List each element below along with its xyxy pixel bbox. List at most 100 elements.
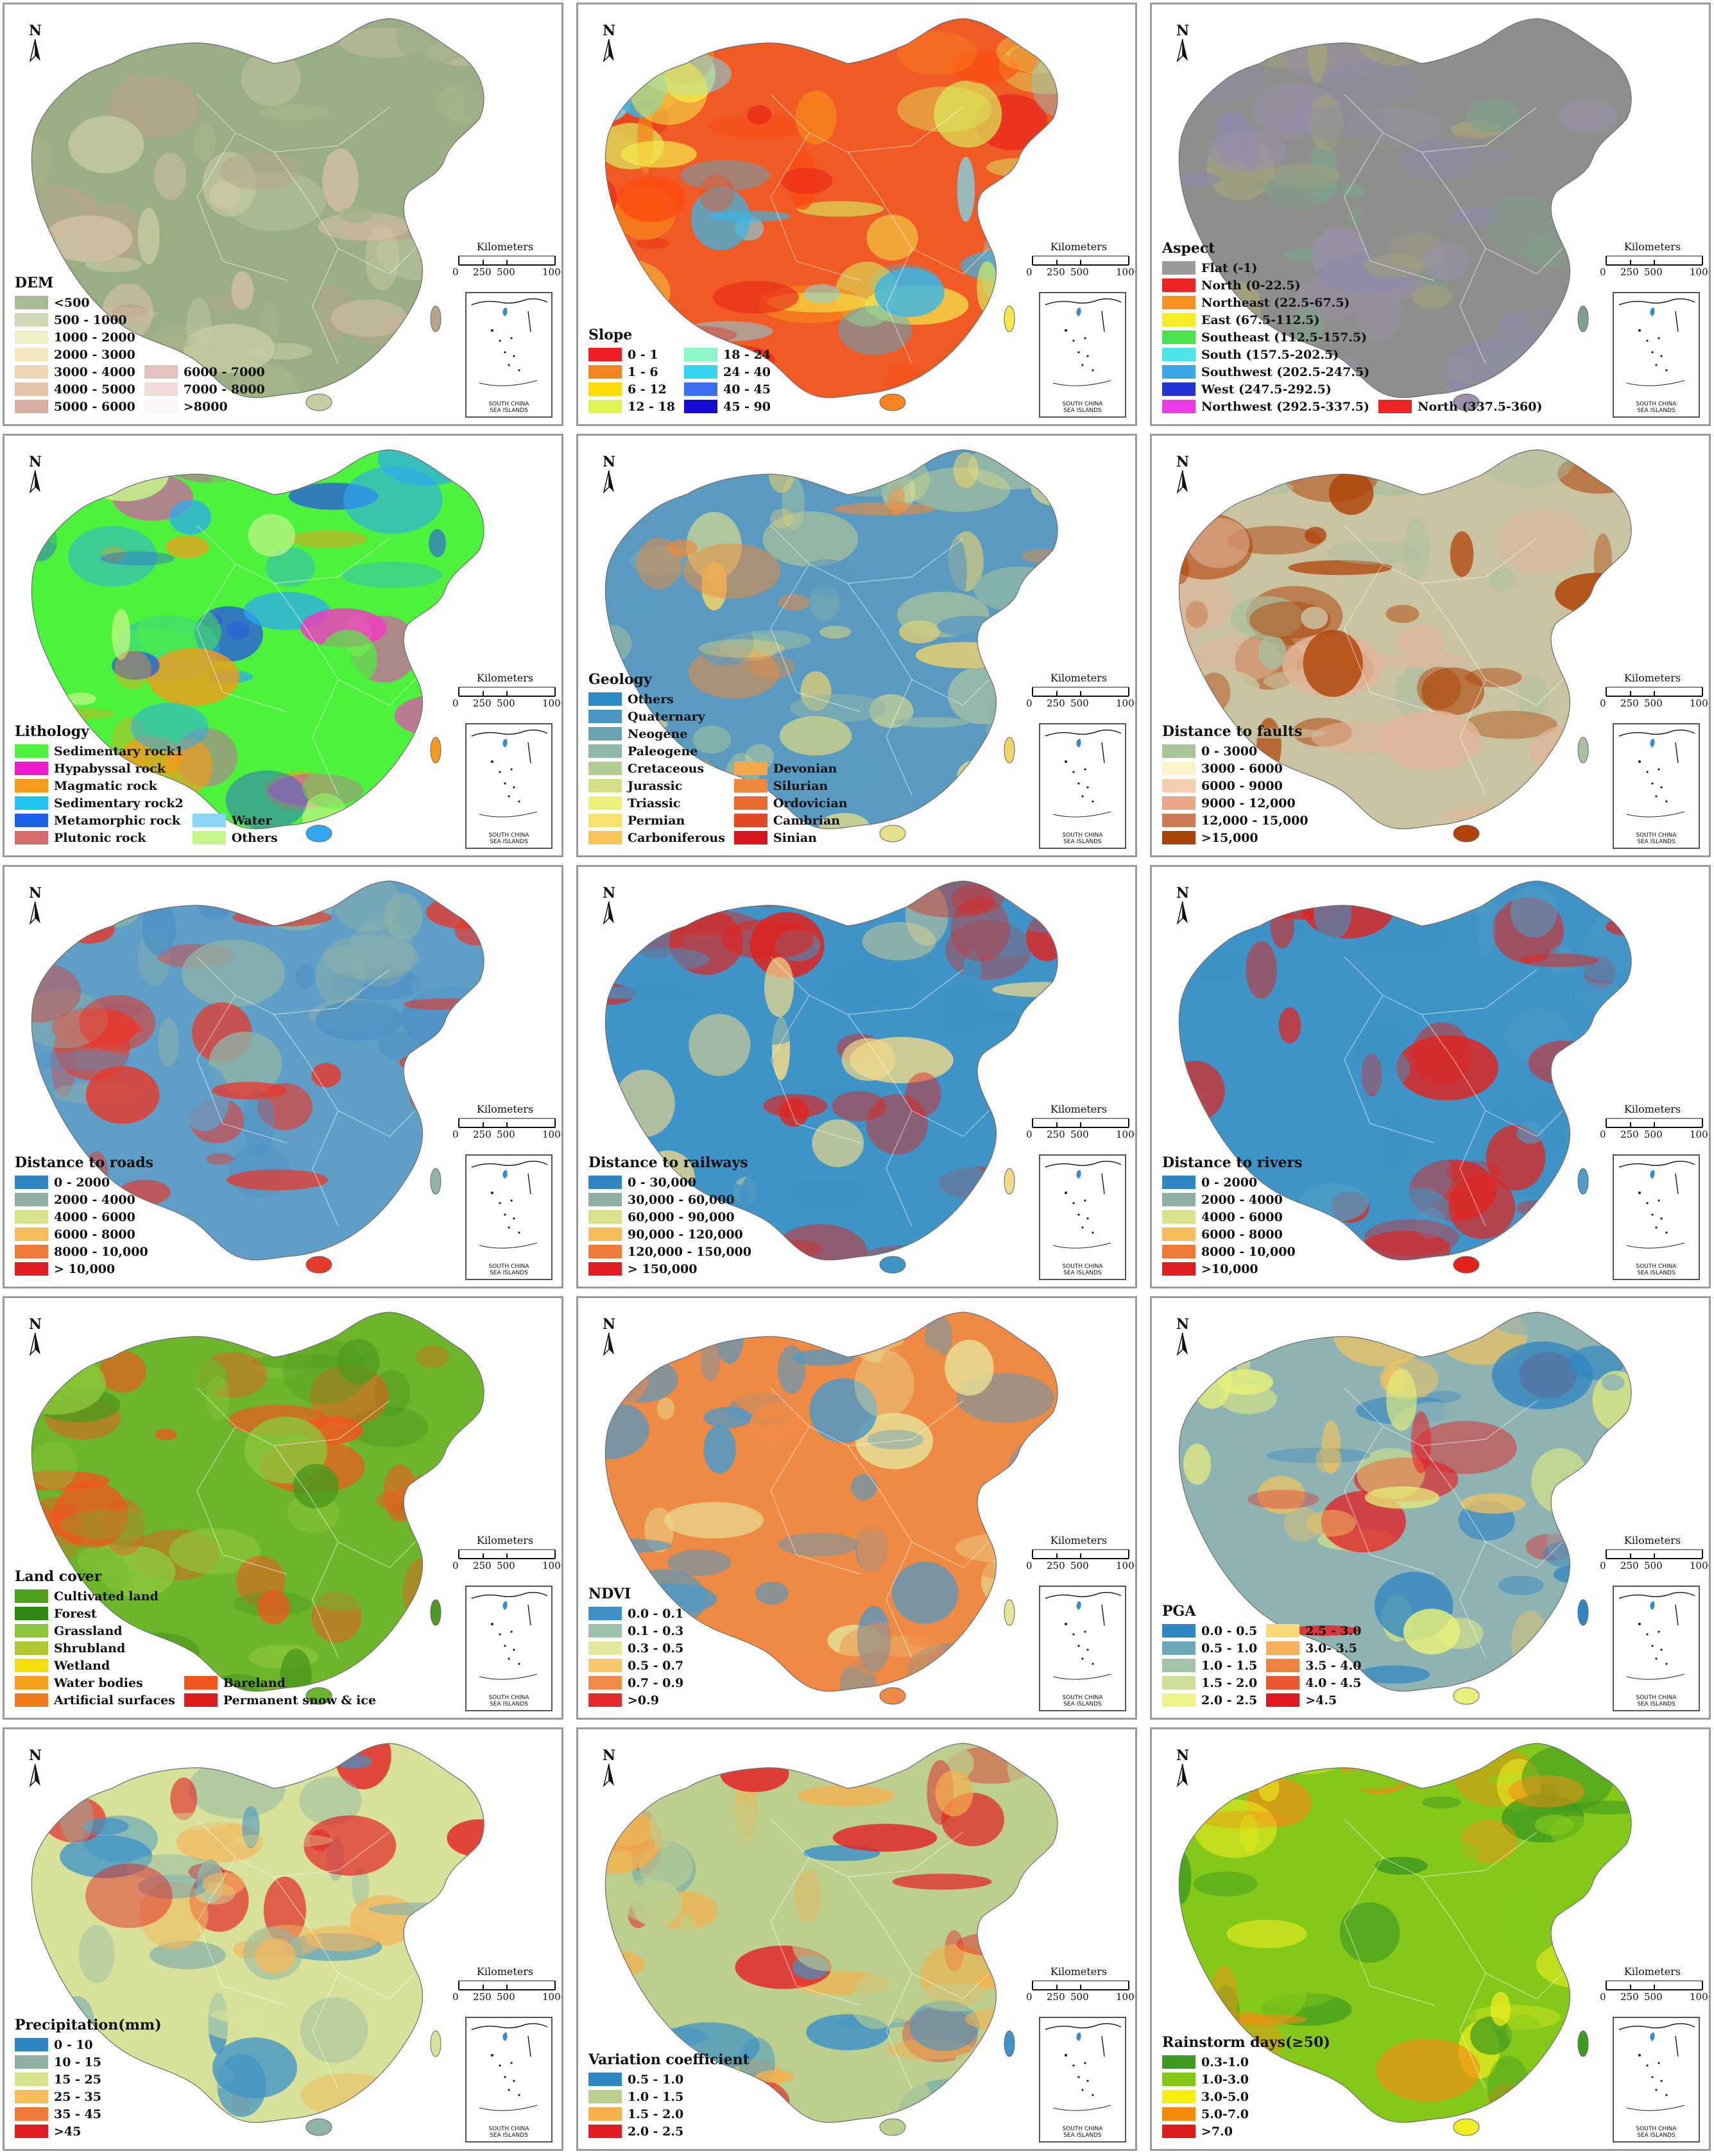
- legend-swatch: [15, 365, 48, 379]
- scale-tick: 250: [1620, 1129, 1639, 1140]
- legend-swatch: [588, 692, 622, 706]
- legend-item: Northeast (22.5-67.5): [1162, 294, 1369, 311]
- legend-item: 1.5 - 2.0: [588, 2105, 683, 2123]
- map-legend: Variation coefficient 0.5 - 1.0 1.0 - 1.5…: [588, 2051, 750, 2140]
- legend-swatch: [15, 1228, 48, 1241]
- map-legend: Land cover Cultivated land Forest Grasslan…: [15, 1568, 385, 1709]
- north-arrow-icon: N: [596, 885, 622, 930]
- legend-swatch: [15, 1607, 48, 1620]
- inset-label-line1: SOUTH CHINA: [488, 2126, 529, 2132]
- legend-swatch: [1162, 2073, 1196, 2086]
- north-label: N: [1176, 454, 1190, 470]
- map-panel-roads: N Kilometers 0 250 500 1000: [3, 865, 563, 1288]
- legend-label: 4000 - 5000: [54, 382, 135, 397]
- legend-title: Rainstorm days(≥50): [1162, 2034, 1330, 2051]
- legend-label: Water: [231, 813, 272, 828]
- map-panel-dem: N Kilometers 0 250 500 1000: [3, 3, 563, 426]
- legend-swatch: [1162, 1245, 1196, 1258]
- legend-swatch: [1162, 400, 1196, 413]
- legend-item: 1000 - 2000: [15, 329, 135, 346]
- north-arrow-icon: N: [22, 885, 48, 930]
- inset-label: SOUTH CHINA SEA ISLANDS: [1040, 2126, 1125, 2139]
- legend-label: > 10,000: [54, 1262, 116, 1276]
- inset-label: SOUTH CHINA SEA ISLANDS: [467, 2126, 551, 2139]
- legend-column: 0 - 3000 3000 - 6000 6000 - 9000 9000 - 12,…: [1162, 742, 1308, 846]
- legend-item: > 10,000: [15, 1260, 148, 1278]
- legend-label: 90,000 - 120,000: [628, 1227, 743, 1242]
- legend-item: >7.0: [1162, 2123, 1249, 2140]
- legend-label: 1.0 - 1.5: [1201, 1658, 1258, 1673]
- legend-column: North (337.5-360): [1378, 398, 1542, 415]
- scale-tick: 250: [1620, 1560, 1639, 1571]
- legend-label: Devonian: [773, 761, 837, 776]
- legend-label: 6000 - 8000: [54, 1227, 135, 1242]
- scale-tick: 1000: [1690, 1991, 1709, 2003]
- map-legend: Distance to rivers 0 - 2000 2000 - 4000 40…: [1162, 1154, 1305, 1278]
- legend-label: 12 - 18: [628, 399, 675, 414]
- scale-title: Kilometers: [1050, 672, 1108, 684]
- legend-label: West (247.5-292.5): [1201, 382, 1332, 397]
- legend-item: 18 - 24: [684, 346, 771, 363]
- legend-swatch: [588, 348, 622, 361]
- scale-tick: 1000: [1690, 266, 1709, 278]
- legend-item: 1.0 - 1.5: [588, 2088, 683, 2105]
- legend-label: 0 - 1: [628, 347, 658, 362]
- legend-swatch: [1162, 365, 1196, 379]
- scale-tick: 250: [473, 697, 492, 709]
- legend-label: Shrubland: [54, 1641, 126, 1656]
- legend-swatch: [684, 348, 717, 361]
- south-china-sea-inset: SOUTH CHINA SEA ISLANDS: [1613, 1154, 1700, 1280]
- legend-swatch: [588, 814, 622, 827]
- inset-label: SOUTH CHINA SEA ISLANDS: [467, 401, 551, 414]
- legend-columns: 0 - 2000 2000 - 4000 4000 - 6000 6000 - 800…: [15, 1174, 157, 1278]
- legend-label: <500: [54, 295, 90, 310]
- legend-label: North (0-22.5): [1201, 278, 1301, 293]
- south-china-sea-inset: SOUTH CHINA SEA ISLANDS: [1039, 1586, 1126, 1711]
- legend-item: Ordovician: [733, 794, 848, 812]
- legend-item: 5000 - 6000: [15, 398, 135, 415]
- legend-swatch: [588, 1245, 622, 1258]
- legend-label: 0.0 - 0.1: [628, 1606, 684, 1621]
- legend-swatch: [15, 1176, 48, 1189]
- legend-item: >45: [15, 2123, 101, 2140]
- scale-tick: 500: [1644, 697, 1663, 709]
- legend-swatch: [15, 744, 48, 758]
- legend-swatch: [15, 2107, 48, 2121]
- china-map: [31, 449, 484, 843]
- legend-label: 7000 - 8000: [183, 382, 265, 397]
- china-map: [604, 1312, 1058, 1705]
- legend-swatch: [1162, 831, 1196, 844]
- legend-swatch: [588, 1262, 622, 1276]
- scale-tick: 500: [1070, 697, 1089, 709]
- legend-item: 0.5 - 1.0: [1162, 1639, 1257, 1657]
- legend-swatch: [1162, 261, 1196, 275]
- legend-item: 25 - 35: [15, 2088, 101, 2105]
- inset-label: SOUTH CHINA SEA ISLANDS: [1040, 401, 1125, 414]
- map-legend: Rainstorm days(≥50) 0.3-1.0 1.0-3.0 3.0-5.…: [1162, 2034, 1330, 2140]
- legend-label: 6 - 12: [628, 382, 667, 397]
- south-china-sea-inset: SOUTH CHINA SEA ISLANDS: [465, 292, 553, 418]
- legend-swatch: [15, 1624, 48, 1638]
- legend-label: Cultivated land: [54, 1589, 159, 1604]
- legend-swatch: [1162, 348, 1196, 361]
- map-legend: Geology Others Quaternary Neogene Paleogene…: [588, 671, 857, 846]
- scale-bar: Kilometers 0 250 500 1000: [1026, 241, 1135, 279]
- scale-tick: 0: [452, 1560, 459, 1571]
- legend-item: 2.0 - 2.5: [1162, 1691, 1257, 1709]
- legend-label: 2.5 - 3.0: [1305, 1623, 1362, 1638]
- north-label: N: [602, 885, 616, 902]
- legend-swatch: [588, 1676, 622, 1690]
- inset-label-line2: SEA ISLANDS: [1637, 1701, 1675, 1707]
- map-panel-landcover: N Kilometers 0 250 500 1000: [3, 1296, 563, 1720]
- scale-tick: 0: [452, 697, 459, 709]
- legend-swatch: [684, 365, 717, 379]
- scale-tick: 1000: [542, 697, 561, 709]
- legend-item: Magmatic rock: [15, 777, 184, 794]
- scale-title: Kilometers: [1624, 241, 1681, 253]
- legend-item: Water: [192, 812, 278, 829]
- legend-swatch: [15, 348, 48, 361]
- legend-swatch: [15, 2038, 48, 2051]
- legend-columns: <500 500 - 1000 1000 - 2000 2000 - 3000 3000…: [15, 294, 274, 415]
- legend-swatch: [733, 814, 767, 827]
- legend-swatch: [588, 710, 622, 723]
